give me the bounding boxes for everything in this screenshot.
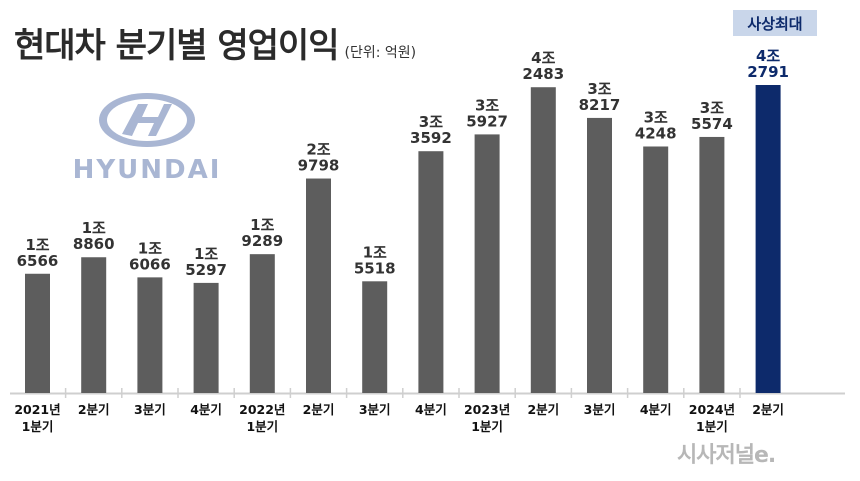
data-label: 4조 bbox=[531, 49, 555, 67]
x-tick-label: 3분기 bbox=[134, 402, 166, 417]
bar bbox=[249, 254, 275, 393]
x-tick-label: 4분기 bbox=[415, 402, 447, 417]
x-tick-label: 1분기 bbox=[246, 419, 278, 434]
x-tick-label: 3분기 bbox=[359, 402, 391, 417]
bar bbox=[755, 85, 781, 393]
record-high-badge: 사상최대 bbox=[733, 10, 817, 36]
data-label: 8860 bbox=[73, 235, 115, 253]
bar bbox=[699, 136, 725, 393]
x-tick-label: 2024년 bbox=[689, 402, 735, 417]
bar bbox=[418, 151, 444, 393]
x-tick-label: 3분기 bbox=[584, 402, 616, 417]
x-tick-label: 1분기 bbox=[22, 419, 54, 434]
data-label: 3조 bbox=[419, 113, 443, 131]
data-label: 2791 bbox=[747, 63, 789, 81]
data-label: 9289 bbox=[241, 232, 283, 250]
data-label: 2조 bbox=[306, 141, 330, 159]
hyundai-logo: HYUNDAI bbox=[73, 93, 222, 185]
data-label: 2483 bbox=[522, 65, 564, 83]
data-label: 3조 bbox=[475, 96, 499, 114]
data-label: 5518 bbox=[354, 259, 396, 277]
data-label: 6066 bbox=[129, 255, 171, 273]
data-label: 9798 bbox=[298, 157, 340, 175]
unit-label: (단위: 억원) bbox=[344, 45, 417, 61]
bar bbox=[643, 146, 669, 393]
x-tick-label: 2분기 bbox=[78, 402, 110, 417]
bar bbox=[306, 178, 331, 393]
x-tick-label: 2021년 bbox=[14, 402, 60, 417]
x-tick-label: 2023년 bbox=[464, 402, 510, 417]
data-label: 1조 bbox=[194, 245, 218, 263]
hyundai-logo-wordmark: HYUNDAI bbox=[73, 155, 222, 185]
data-label: 1조 bbox=[363, 243, 387, 261]
publisher-watermark: 시사저널e. bbox=[677, 443, 776, 468]
x-tick-label: 4분기 bbox=[640, 402, 672, 417]
x-tick-label: 2분기 bbox=[527, 402, 559, 417]
data-label: 5574 bbox=[691, 115, 733, 133]
bar bbox=[587, 117, 612, 394]
data-label: 5297 bbox=[185, 261, 227, 279]
chart-title: 현대차 분기별 영업이익 bbox=[14, 26, 339, 66]
data-label: 3조 bbox=[644, 108, 668, 126]
data-label: 8217 bbox=[579, 96, 621, 114]
x-tick-label: 2분기 bbox=[752, 402, 784, 417]
bar bbox=[137, 277, 163, 393]
data-label: 3592 bbox=[410, 129, 452, 147]
x-tick-label: 2분기 bbox=[303, 402, 335, 417]
x-tick-label: 1분기 bbox=[696, 419, 728, 434]
bar bbox=[474, 134, 500, 394]
bar bbox=[193, 282, 219, 393]
bar bbox=[530, 87, 556, 393]
data-label: 1조 bbox=[25, 236, 49, 254]
data-label: 1조 bbox=[138, 239, 162, 257]
data-label: 5927 bbox=[466, 112, 508, 130]
data-label: 4조 bbox=[756, 47, 780, 65]
bar bbox=[25, 273, 50, 393]
data-label: 1조 bbox=[250, 216, 274, 234]
bar bbox=[81, 257, 107, 393]
data-label: 1조 bbox=[82, 219, 106, 237]
data-label: 3조 bbox=[700, 99, 724, 117]
data-label: 3조 bbox=[587, 80, 611, 98]
chart-title-group: 현대차 분기별 영업이익 (단위: 억원) bbox=[14, 18, 416, 67]
x-tick-label: 2022년 bbox=[239, 402, 285, 417]
bar bbox=[362, 281, 388, 393]
x-tick-label: 4분기 bbox=[190, 402, 222, 417]
data-label: 6566 bbox=[17, 252, 59, 270]
data-label: 4248 bbox=[635, 124, 677, 142]
x-tick-label: 1분기 bbox=[471, 419, 503, 434]
